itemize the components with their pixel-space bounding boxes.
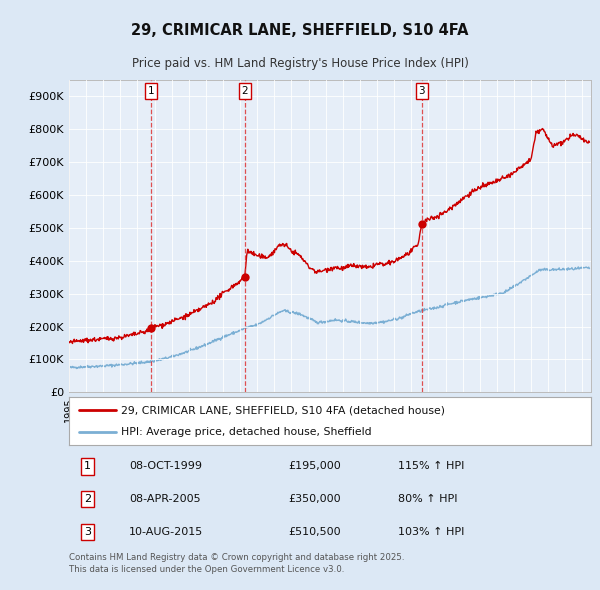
Text: HPI: Average price, detached house, Sheffield: HPI: Average price, detached house, Shef… bbox=[121, 427, 372, 437]
Text: £350,000: £350,000 bbox=[288, 494, 341, 504]
Text: 2: 2 bbox=[241, 86, 248, 96]
Text: £510,500: £510,500 bbox=[288, 527, 341, 537]
Text: 29, CRIMICAR LANE, SHEFFIELD, S10 4FA (detached house): 29, CRIMICAR LANE, SHEFFIELD, S10 4FA (d… bbox=[121, 405, 445, 415]
Text: 80% ↑ HPI: 80% ↑ HPI bbox=[398, 494, 457, 504]
Text: 08-OCT-1999: 08-OCT-1999 bbox=[129, 461, 202, 471]
Text: 10-AUG-2015: 10-AUG-2015 bbox=[129, 527, 203, 537]
Text: 3: 3 bbox=[84, 527, 91, 537]
Text: 08-APR-2005: 08-APR-2005 bbox=[129, 494, 200, 504]
Text: 29, CRIMICAR LANE, SHEFFIELD, S10 4FA: 29, CRIMICAR LANE, SHEFFIELD, S10 4FA bbox=[131, 23, 469, 38]
Text: Price paid vs. HM Land Registry's House Price Index (HPI): Price paid vs. HM Land Registry's House … bbox=[131, 57, 469, 70]
Text: 1: 1 bbox=[148, 86, 154, 96]
Text: Contains HM Land Registry data © Crown copyright and database right 2025.
This d: Contains HM Land Registry data © Crown c… bbox=[69, 553, 404, 574]
Text: 115% ↑ HPI: 115% ↑ HPI bbox=[398, 461, 464, 471]
Text: 2: 2 bbox=[84, 494, 91, 504]
Text: 1: 1 bbox=[84, 461, 91, 471]
Text: £195,000: £195,000 bbox=[288, 461, 341, 471]
Text: 103% ↑ HPI: 103% ↑ HPI bbox=[398, 527, 464, 537]
Text: 3: 3 bbox=[418, 86, 425, 96]
